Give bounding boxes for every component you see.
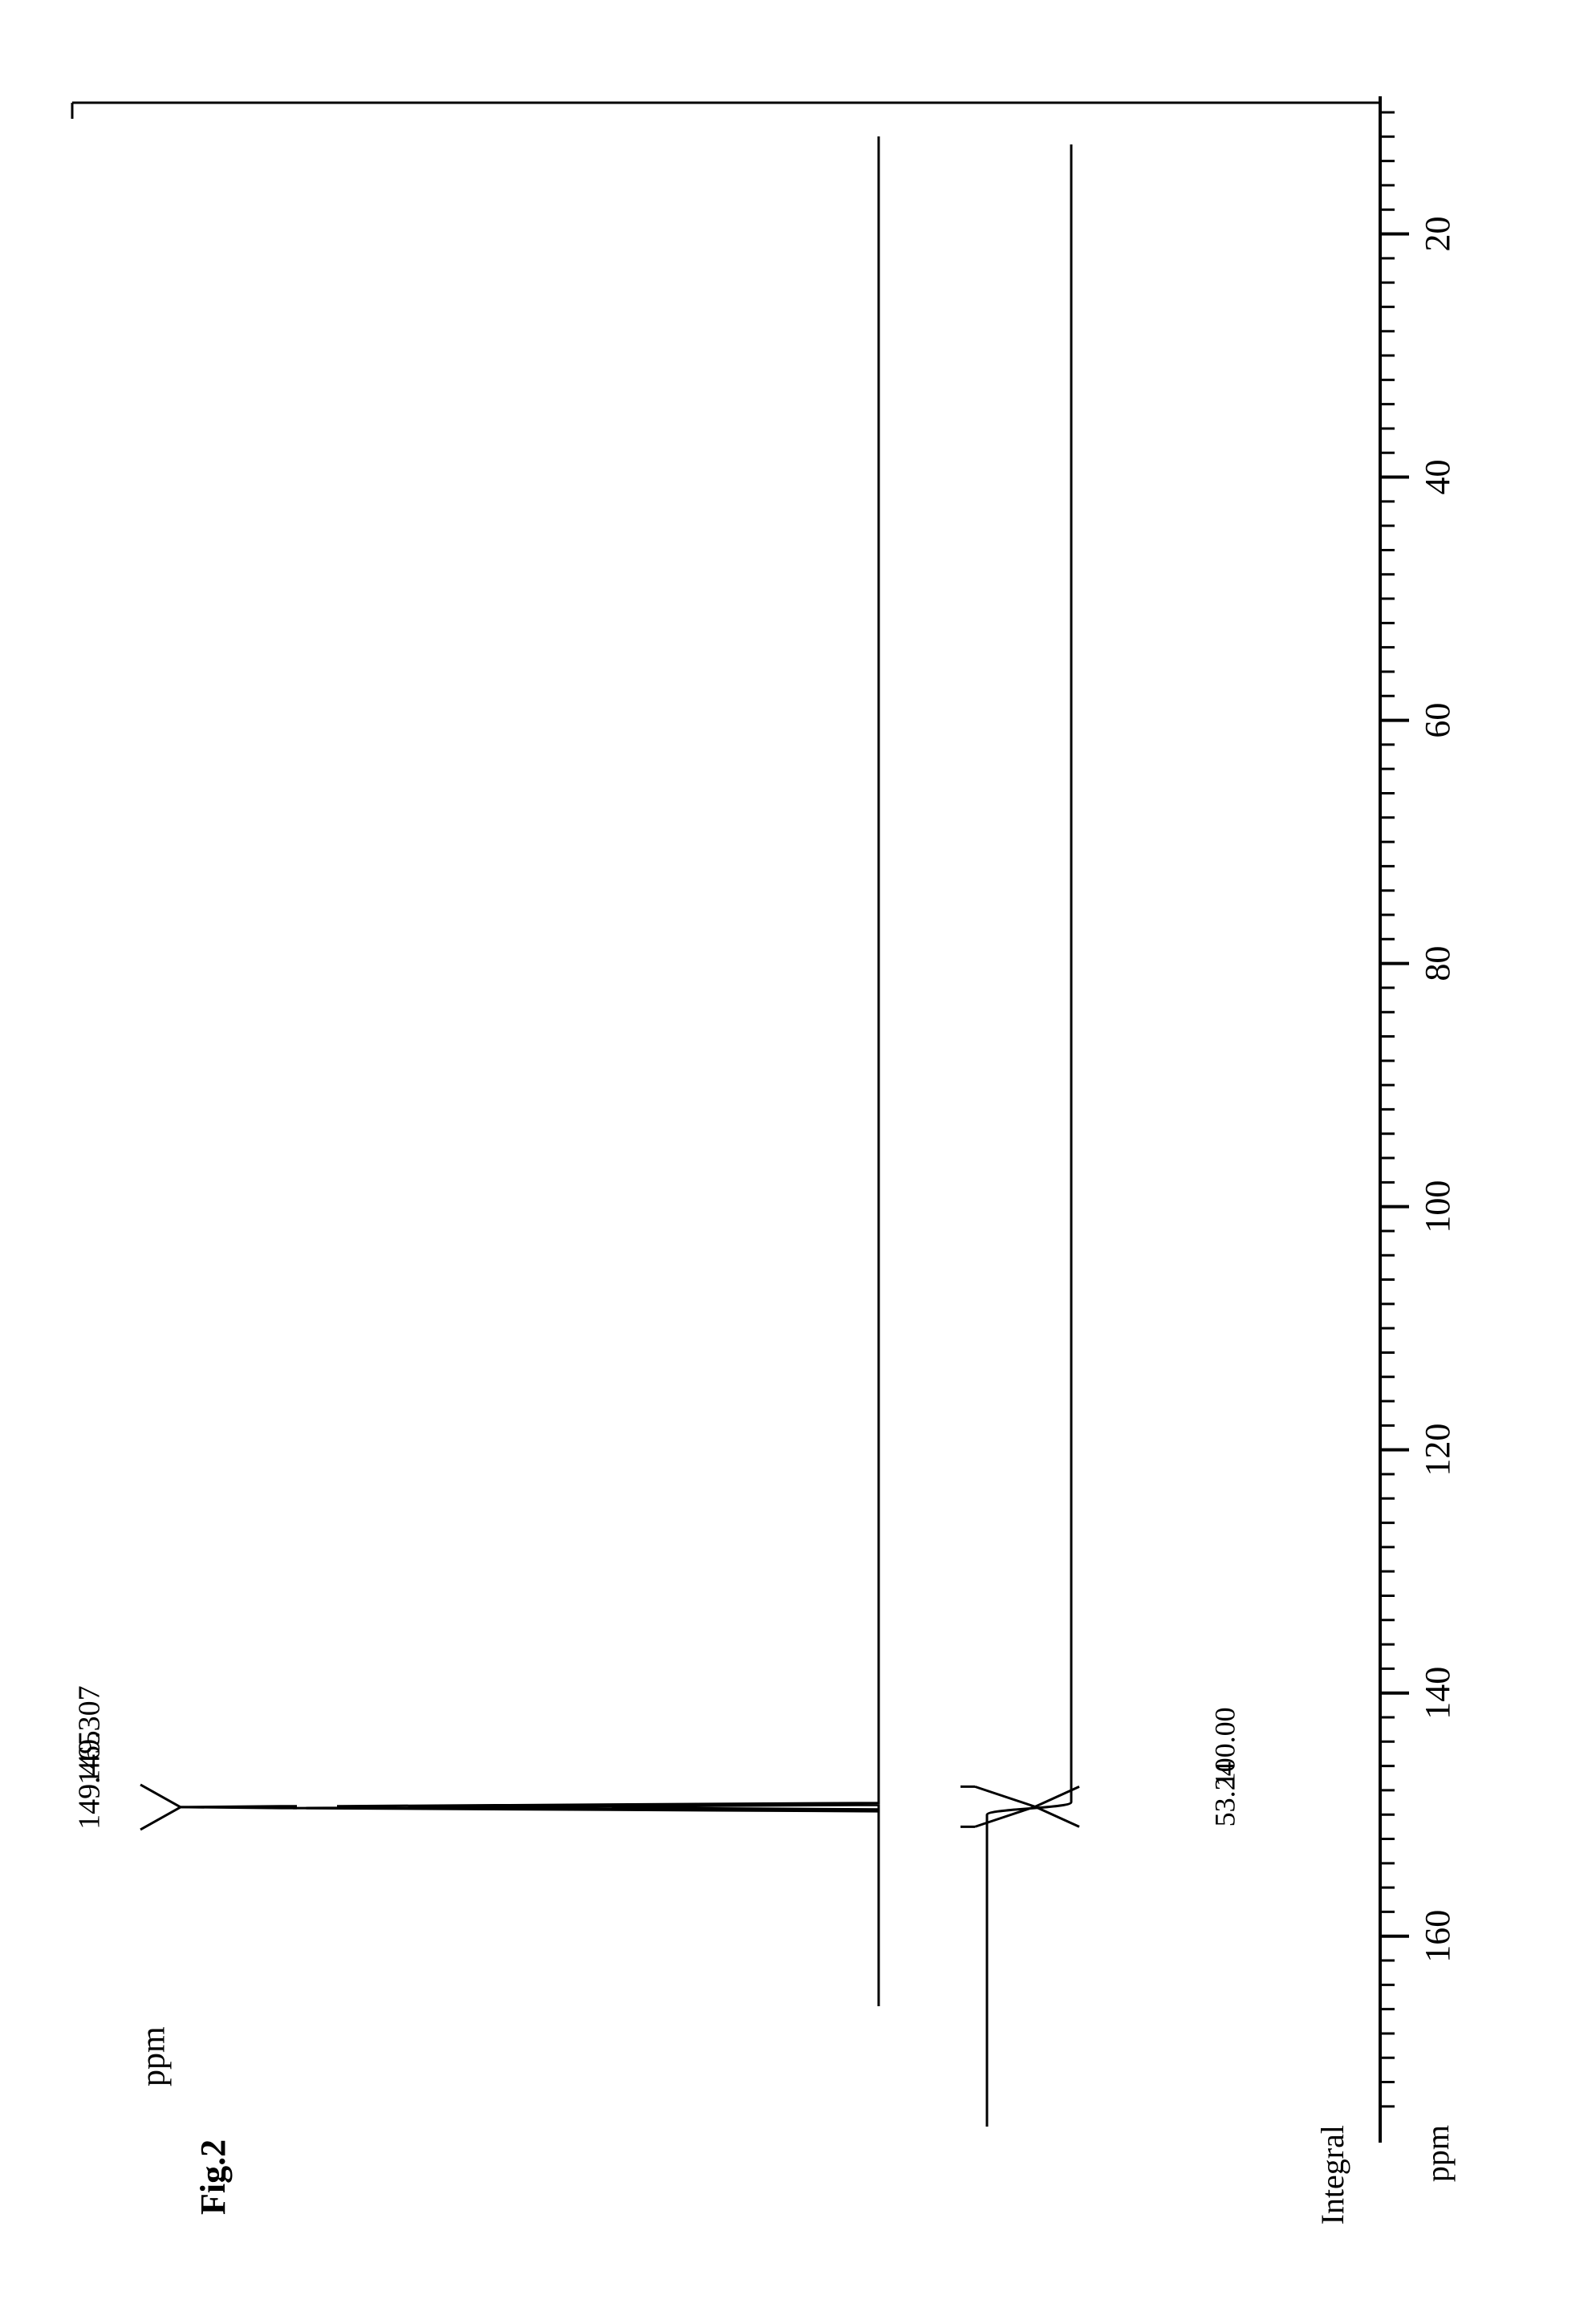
axis-tick-label: 80 — [1418, 946, 1457, 981]
axis-tick-label: 120 — [1418, 1424, 1457, 1477]
peak-tree-branch — [181, 1807, 281, 1808]
axis-tick-label: 140 — [1418, 1667, 1457, 1720]
axis-unit-label: ppm — [1419, 2125, 1456, 2182]
axis-tick-label: 20 — [1418, 217, 1457, 252]
axis-tick-label: 60 — [1418, 703, 1457, 738]
spectrum-unit-label: ppm — [136, 2026, 173, 2086]
peak-value-label: 149.465 — [73, 1730, 107, 1830]
plot-background — [0, 0, 1592, 2324]
axis-tick-label: 100 — [1418, 1180, 1457, 1233]
axis-tick-label: 160 — [1418, 1910, 1457, 1963]
integral-value-label: 53.24 — [1208, 1761, 1241, 1826]
figure-label: Fig.2 — [193, 2139, 233, 2215]
integral-axis-label: Integral — [1314, 2125, 1350, 2224]
axis-tick-label: 40 — [1418, 460, 1457, 495]
